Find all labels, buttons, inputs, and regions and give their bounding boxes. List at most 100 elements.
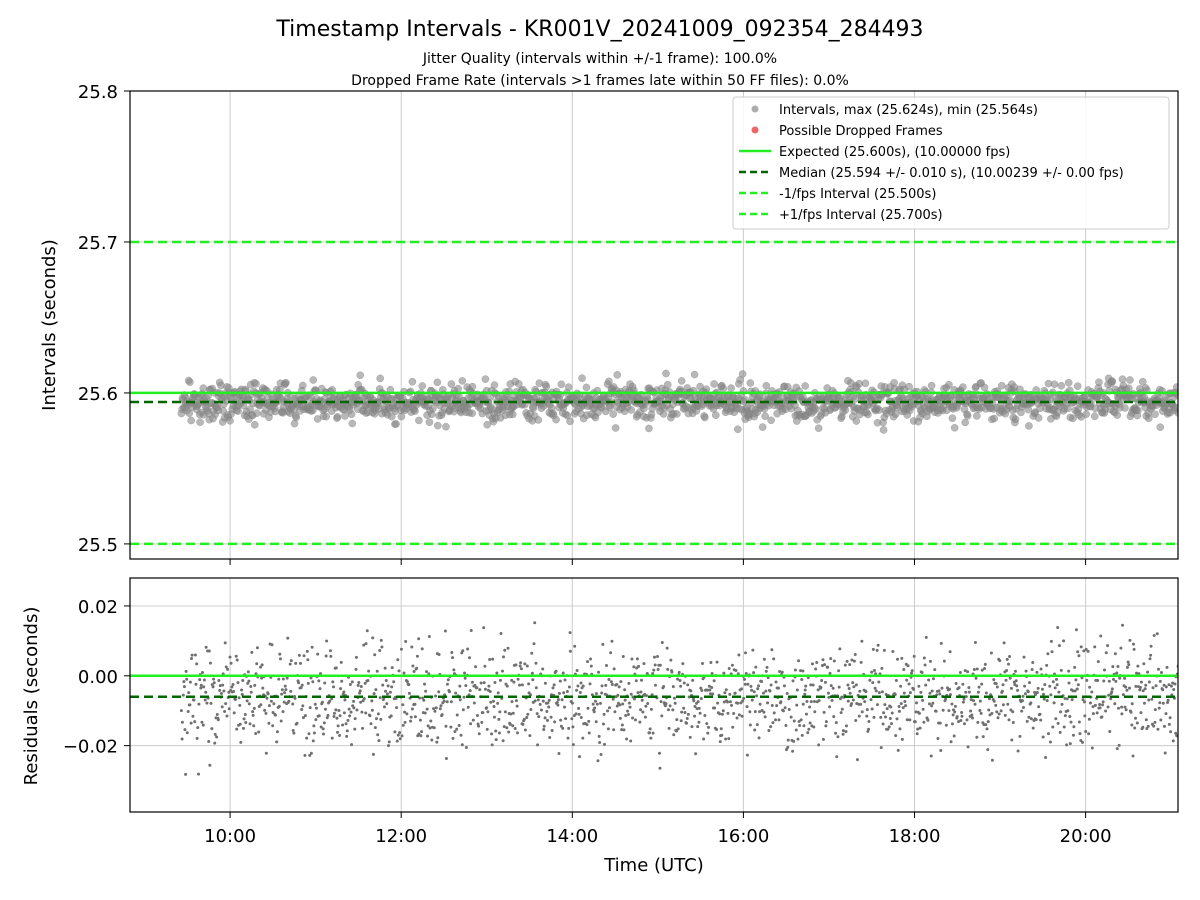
- residual-point: [1030, 668, 1034, 672]
- residual-point: [926, 718, 930, 722]
- residual-point: [283, 684, 287, 688]
- residual-point: [501, 739, 505, 743]
- residual-point: [905, 718, 909, 722]
- residual-point: [949, 740, 953, 744]
- residual-point: [430, 738, 434, 742]
- residual-point: [1121, 623, 1125, 627]
- residual-point: [799, 718, 803, 722]
- residual-point: [591, 702, 595, 706]
- residual-point: [195, 736, 199, 740]
- residual-point: [920, 671, 924, 675]
- residual-point: [581, 684, 585, 688]
- residual-point: [226, 667, 230, 671]
- residual-point: [1137, 672, 1141, 676]
- residual-point: [480, 720, 484, 724]
- residual-point: [488, 690, 492, 694]
- residual-point: [277, 677, 281, 681]
- interval-point: [187, 416, 195, 425]
- residual-point: [232, 711, 236, 715]
- residual-point: [297, 653, 301, 657]
- residuals-axes-frame: [129, 577, 1179, 813]
- residual-point: [520, 683, 524, 687]
- interval-point: [542, 382, 551, 391]
- residual-point: [756, 687, 760, 691]
- residual-point: [1111, 665, 1115, 669]
- residual-point: [719, 727, 723, 731]
- residual-point: [223, 710, 227, 714]
- residual-point: [983, 667, 987, 671]
- residual-point: [193, 653, 197, 657]
- residual-point: [463, 676, 467, 680]
- residual-point: [976, 720, 980, 724]
- residual-point: [1001, 683, 1005, 687]
- residual-point: [981, 735, 985, 739]
- interval-point: [582, 383, 591, 392]
- residual-point: [782, 684, 786, 688]
- residual-point: [761, 691, 765, 695]
- residual-point: [224, 665, 228, 669]
- residual-point: [680, 710, 684, 714]
- residual-point: [542, 724, 546, 728]
- residual-point: [898, 727, 902, 731]
- residual-point: [308, 706, 312, 710]
- residual-point: [522, 717, 526, 721]
- residual-point: [727, 667, 731, 671]
- interval-point: [948, 414, 957, 423]
- intervals-x-tick-marks: [229, 559, 1087, 565]
- residual-point: [1147, 698, 1151, 702]
- residual-point: [883, 703, 887, 707]
- residual-point: [283, 691, 287, 695]
- residual-point: [455, 727, 459, 731]
- residual-point: [781, 709, 785, 713]
- residual-point: [728, 700, 732, 704]
- residual-point: [438, 707, 442, 711]
- residual-point: [1139, 711, 1143, 715]
- residual-point: [650, 693, 654, 697]
- residual-point: [598, 741, 602, 745]
- residual-point: [468, 689, 472, 693]
- residual-point: [521, 722, 525, 726]
- residual-point: [594, 692, 598, 696]
- residual-point: [267, 721, 271, 725]
- residual-point: [469, 628, 473, 632]
- residual-point: [364, 642, 368, 646]
- residual-point: [1123, 705, 1127, 709]
- residual-point: [750, 698, 754, 702]
- residual-point: [1087, 732, 1091, 736]
- residual-point: [1166, 698, 1170, 702]
- residual-point: [467, 656, 471, 660]
- residual-point: [443, 629, 447, 633]
- residual-point: [434, 706, 438, 710]
- residual-point: [1046, 732, 1050, 736]
- residual-point: [494, 738, 498, 742]
- residuals-y-tick-label: −0.02: [63, 737, 118, 758]
- residual-point: [300, 708, 304, 712]
- residual-point: [303, 714, 307, 718]
- residual-point: [384, 689, 388, 693]
- residual-point: [497, 717, 501, 721]
- residual-point: [245, 699, 249, 703]
- residual-point: [335, 716, 339, 720]
- residual-point: [894, 678, 898, 682]
- residual-point: [338, 714, 342, 718]
- residual-point: [721, 709, 725, 713]
- residual-point: [901, 706, 905, 710]
- interval-point: [762, 381, 771, 390]
- residual-point: [548, 736, 552, 740]
- residual-point: [606, 709, 610, 713]
- residual-point: [240, 692, 244, 696]
- residual-point: [691, 678, 695, 682]
- residual-point: [893, 692, 897, 696]
- residual-point: [503, 648, 507, 652]
- interval-point: [963, 411, 972, 420]
- residual-point: [342, 711, 346, 715]
- residual-point: [301, 716, 305, 720]
- interval-point: [950, 423, 959, 432]
- interval-point: [611, 424, 620, 432]
- interval-point: [408, 377, 417, 386]
- residual-point: [197, 772, 201, 776]
- residual-point: [703, 714, 707, 718]
- residual-point: [426, 724, 430, 728]
- interval-point: [468, 409, 477, 418]
- residual-point: [405, 680, 409, 684]
